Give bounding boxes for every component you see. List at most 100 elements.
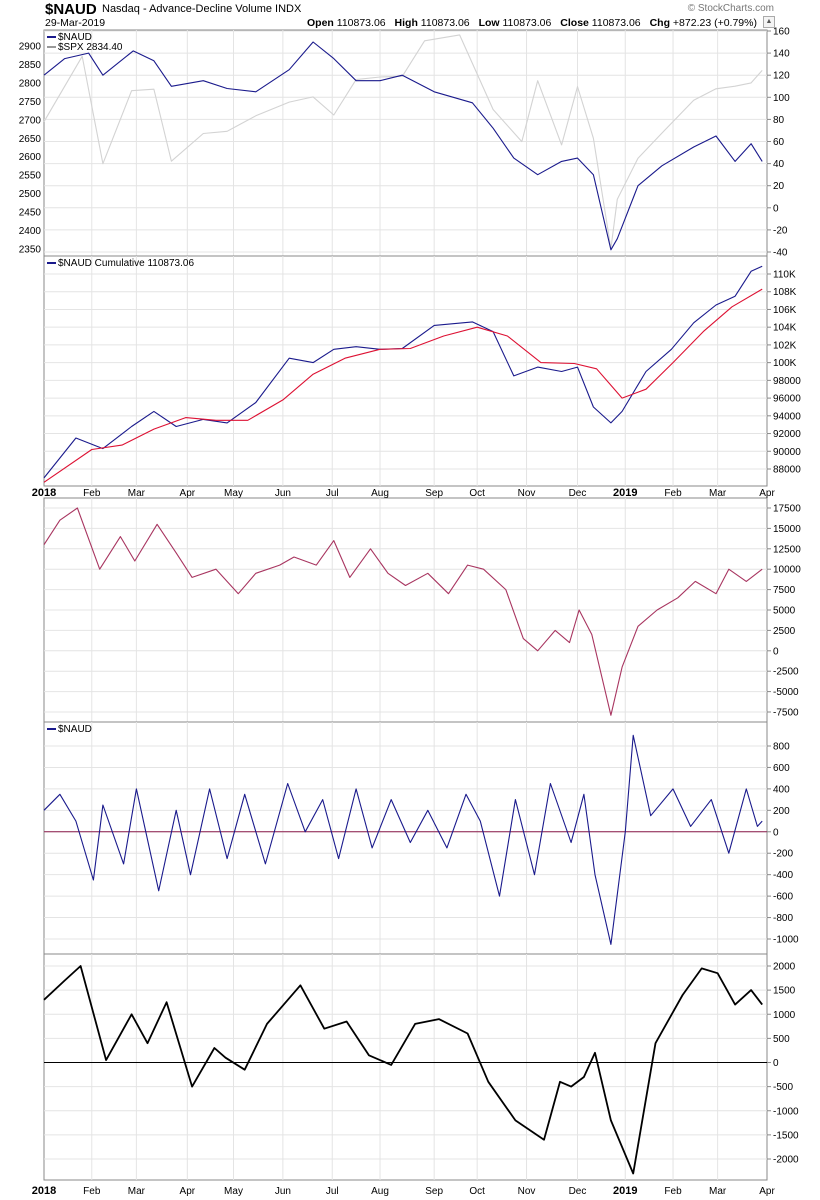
ticker-symbol: $NAUD: [45, 1, 97, 18]
y-axis-tick-label: 102K: [773, 340, 797, 351]
y-axis-tick-label: -200: [773, 849, 793, 860]
x-axis-tick-label: Nov: [518, 1186, 536, 1197]
y-axis-tick-label: 94000: [773, 411, 801, 422]
y-axis-tick-label-left: 2550: [19, 171, 42, 182]
y-axis-tick-label: 800: [773, 742, 790, 753]
y-axis-tick-label: 110K: [773, 270, 796, 281]
y-axis-tick-label: 20: [773, 181, 785, 192]
y-axis-tick-label: -400: [773, 870, 793, 881]
x-axis-tick-label: Oct: [469, 488, 485, 499]
chart-panel-1: [43, 29, 771, 257]
legend-label: $SPX 2834.40: [58, 42, 123, 53]
x-axis-tick-label: Feb: [83, 488, 101, 499]
collapse-toggle-icon[interactable]: ▲: [763, 16, 775, 28]
y-axis-tick-label: -7500: [773, 708, 799, 719]
y-axis-tick-label-left: 2650: [19, 134, 42, 145]
y-axis-tick-label: -600: [773, 892, 793, 903]
y-axis-tick-label: -1000: [773, 1106, 799, 1117]
series-line--naud: [43, 734, 763, 945]
x-axis-tick-label: Nov: [518, 488, 536, 499]
y-axis-tick-label: 400: [773, 784, 790, 795]
x-axis-tick-label: Dec: [569, 488, 587, 499]
chart-panel-5: [43, 953, 771, 1181]
x-axis-tick-label: Jul: [326, 488, 339, 499]
y-axis-tick-label: 1500: [773, 986, 796, 997]
y-axis-tick-label: -2500: [773, 667, 799, 678]
low-label: Low: [478, 17, 500, 29]
y-axis-tick-label-left: 2850: [19, 60, 42, 71]
y-axis-tick-label: 7500: [773, 585, 796, 596]
y-axis-tick-label: 108K: [773, 287, 797, 298]
y-axis-tick-label: 88000: [773, 465, 801, 476]
series-line--naud-cumulative: [43, 265, 763, 479]
brand-logo: © StockCharts.com: [687, 3, 774, 14]
y-axis-tick-label: -1000: [773, 935, 799, 946]
open-label: Open: [307, 17, 334, 29]
x-axis-tick-label: Feb: [664, 488, 682, 499]
y-axis-tick-label: 2000: [773, 962, 796, 973]
panel-frame: [43, 721, 768, 955]
y-axis-tick-label-left: 2750: [19, 97, 42, 108]
y-axis-tick-label: 40: [773, 159, 785, 170]
x-axis-tick-label: Dec: [569, 1186, 587, 1197]
y-axis-tick-label: 600: [773, 763, 790, 774]
chg-value: +872.23 (+0.79%): [672, 17, 757, 29]
y-axis-tick-label-left: 2800: [19, 78, 42, 89]
x-axis-tick-label: Oct: [469, 1186, 485, 1197]
y-axis-tick-label: 106K: [773, 305, 797, 316]
series-line-panel-3: [43, 507, 763, 716]
x-axis-tick-label: 2019: [613, 1185, 637, 1197]
legend-label: $NAUD Cumulative 110873.06: [58, 258, 194, 269]
y-axis-tick-label: 1000: [773, 1010, 796, 1021]
y-axis-tick-label: -1500: [773, 1130, 799, 1141]
y-axis-tick-label: 80: [773, 115, 785, 126]
quote-date: 29-Mar-2019: [45, 17, 106, 29]
x-axis-tick-label: Jun: [275, 488, 291, 499]
y-axis-tick-label: 5000: [773, 606, 796, 617]
x-axis-tick-label: Aug: [371, 1186, 389, 1197]
series-line--naud: [43, 41, 763, 251]
chg-label: Chg: [649, 17, 670, 29]
x-axis-tick-label: Apr: [180, 488, 196, 499]
x-axis-tick-label: Mar: [709, 1186, 727, 1197]
x-axis-tick-label: Apr: [180, 1186, 196, 1197]
panel-frame: [43, 953, 768, 1181]
x-axis-tick-label: May: [224, 488, 243, 499]
x-axis-tick-label: Sep: [425, 488, 443, 499]
x-axis-tick-label: 2018: [32, 1185, 56, 1197]
series-line-panel-5: [43, 965, 763, 1175]
high-label: High: [394, 17, 418, 29]
legend-label: $NAUD: [58, 32, 92, 43]
y-axis-tick-label: -800: [773, 913, 793, 924]
y-axis-tick-label: 200: [773, 806, 790, 817]
y-axis-tick-label: 100: [773, 93, 790, 104]
x-axis-tick-label: 2018: [32, 487, 56, 499]
ohlc-readout: Open 110873.06 High 110873.06 Low 110873…: [303, 17, 759, 29]
y-axis-tick-label: 17500: [773, 504, 801, 515]
x-axis-tick-label: Jul: [326, 1186, 339, 1197]
y-axis-tick-label-left: 2600: [19, 152, 42, 163]
close-value: 110873.06: [591, 17, 641, 29]
y-axis-tick-label: 60: [773, 137, 785, 148]
y-axis-tick-label: 0: [773, 646, 779, 657]
high-value: 110873.06: [420, 17, 470, 29]
series-line-moving-average: [43, 288, 763, 483]
y-axis-tick-label: -5000: [773, 687, 799, 698]
y-axis-tick-label-left: 2450: [19, 208, 42, 219]
y-axis-tick-label-left: 2350: [19, 245, 42, 256]
chart-panel-4: [43, 721, 771, 955]
y-axis-tick-label-left: 2700: [19, 115, 42, 126]
y-axis-tick-label: 500: [773, 1034, 790, 1045]
x-axis-tick-label: Apr: [759, 1186, 775, 1197]
x-axis-tick-label: Mar: [128, 488, 146, 499]
y-axis-tick-label: 100K: [773, 358, 797, 369]
y-axis-tick-label: 104K: [773, 323, 797, 334]
x-axis-tick-label: 2019: [613, 487, 637, 499]
y-axis-tick-label: 98000: [773, 376, 801, 387]
y-axis-tick-label: -40: [773, 248, 788, 259]
y-axis-tick-label-left: 2500: [19, 189, 42, 200]
y-axis-tick-label: -500: [773, 1082, 793, 1093]
x-axis-tick-label: Sep: [425, 1186, 443, 1197]
chart-panel-3: [43, 497, 771, 723]
